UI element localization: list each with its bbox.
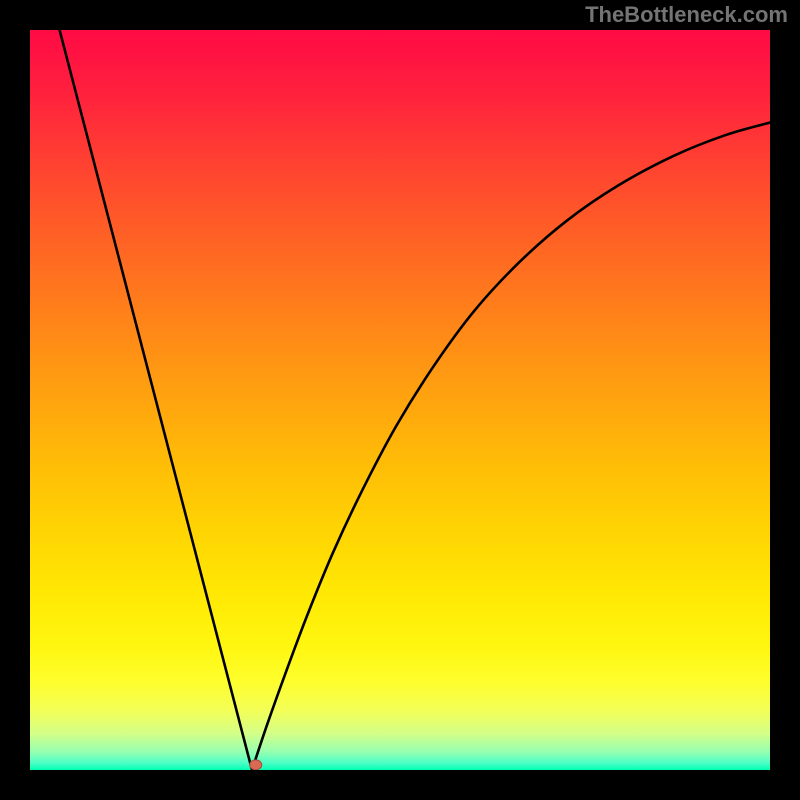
chart-background: [30, 30, 770, 770]
chart-frame: { "watermark_text": "TheBottleneck.com",…: [0, 0, 800, 800]
minimum-marker: [250, 760, 262, 770]
chart-svg: [30, 30, 770, 770]
watermark-text: TheBottleneck.com: [585, 2, 788, 28]
bottleneck-chart: [30, 30, 770, 770]
